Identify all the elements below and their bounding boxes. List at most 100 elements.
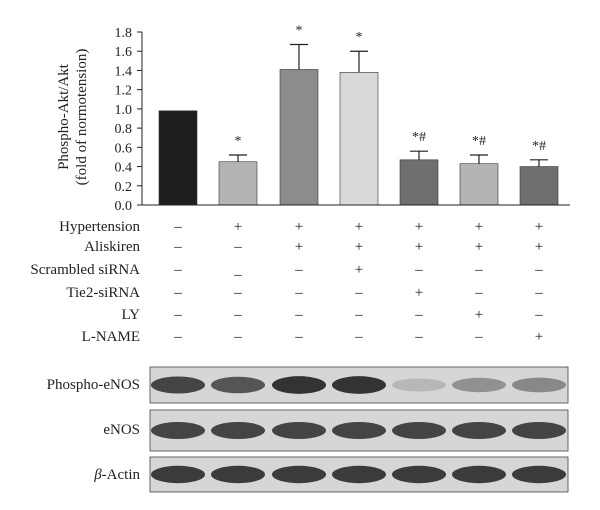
- treatment-mark: –: [474, 329, 483, 345]
- treatment-mark: +: [234, 219, 242, 235]
- treatment-mark: +: [415, 239, 423, 255]
- treatment-mark: –: [414, 307, 423, 323]
- bar: [339, 72, 379, 206]
- blot-band: [272, 465, 326, 484]
- treatment-mark: –: [173, 262, 182, 278]
- treatment-mark: –: [414, 329, 423, 345]
- significance-marker: *#: [472, 134, 486, 149]
- treatment-mark: +: [535, 329, 543, 345]
- y-tick-label: 1.0: [115, 103, 133, 118]
- blot-band: [512, 465, 566, 484]
- treatment-mark: +: [415, 285, 423, 301]
- treatment-mark: –: [534, 285, 543, 301]
- blot-row: eNOS: [103, 409, 569, 452]
- treatment-mark: –: [233, 329, 242, 345]
- significance-marker: *: [296, 23, 303, 38]
- blot-band: [151, 465, 205, 484]
- treatment-mark: –: [354, 285, 363, 301]
- treatment-mark: –: [173, 219, 182, 235]
- treatment-mark: +: [415, 219, 423, 235]
- treatment-mark: +: [355, 239, 363, 255]
- y-tick-label: 0.8: [115, 122, 133, 137]
- blot-band: [392, 421, 446, 440]
- treatment-mark: +: [295, 239, 303, 255]
- blot-band: [392, 465, 446, 484]
- blot-band: [211, 376, 265, 394]
- treatment-label: Scrambled siRNA: [30, 262, 140, 278]
- y-tick-label: 0.2: [115, 180, 133, 195]
- y-axis-ticks: 0.0 0.2 0.4 0.6 0.8 1.0 1.2 1.4 1.6 1.8: [115, 26, 142, 214]
- y-tick-label: 1.6: [115, 45, 133, 60]
- blot-band: [512, 421, 566, 440]
- treatment-label: LY: [122, 307, 141, 323]
- bars: * * * *# *# *#: [158, 23, 559, 206]
- blot-band: [211, 465, 265, 484]
- blot-band: [272, 376, 326, 394]
- treatment-mark: –: [534, 307, 543, 323]
- treatment-mark: +: [475, 239, 483, 255]
- treatment-mark: –: [173, 285, 182, 301]
- y-axis-label: Phospho-Akt/Akt: [56, 63, 72, 170]
- treatment-mark: –: [173, 307, 182, 323]
- treatment-label: Aliskiren: [84, 239, 140, 255]
- treatment-label: L-NAME: [82, 329, 140, 345]
- blot-label: eNOS: [103, 422, 140, 438]
- treatment-label: Tie2-siRNA: [66, 285, 140, 301]
- y-tick-label: 0.4: [115, 161, 133, 176]
- blot-band: [512, 377, 566, 393]
- treatment-mark: –: [534, 262, 543, 278]
- blot-row: β-Actin: [93, 456, 569, 493]
- significance-marker: *: [235, 134, 242, 149]
- y-tick-label: 0.6: [115, 141, 133, 156]
- treatment-mark: –: [354, 307, 363, 323]
- significance-marker: *#: [412, 130, 426, 145]
- bar: [279, 69, 319, 206]
- treatment-mark: +: [535, 219, 543, 235]
- blot-band: [272, 421, 326, 440]
- y-tick-label: 1.4: [115, 64, 133, 79]
- blot-band: [332, 421, 386, 440]
- treatment-mark: –: [233, 239, 242, 255]
- blot-band: [452, 465, 506, 484]
- treatment-mark: –: [414, 262, 423, 278]
- blot-band: [392, 378, 446, 392]
- treatment-mark: –: [474, 262, 483, 278]
- treatment-mark: –: [294, 329, 303, 345]
- bar: [399, 159, 439, 206]
- y-tick-label: 0.0: [115, 199, 133, 214]
- treatment-mark: –: [173, 239, 182, 255]
- blot-label: Phospho-eNOS: [47, 377, 140, 393]
- blot-band: [151, 376, 205, 394]
- treatment-label: Hypertension: [59, 219, 140, 235]
- significance-marker: *: [356, 30, 363, 45]
- treatment-mark: +: [295, 219, 303, 235]
- bar: [158, 110, 198, 206]
- y-axis-label-subtitle: (fold of normotension): [74, 49, 90, 186]
- western-blot-panel: Phospho-eNOS eNOS β-Actin: [47, 366, 569, 493]
- blot-band: [452, 421, 506, 440]
- treatment-mark: –: [233, 307, 242, 323]
- treatment-table: Hypertension – + + + + + + Aliskiren – – + + + + + Scram…: [30, 219, 543, 345]
- bar: [218, 161, 258, 206]
- blot-band: [332, 376, 386, 394]
- blot-band: [211, 421, 265, 440]
- blot-row: Phospho-eNOS: [47, 366, 569, 404]
- blot-band: [332, 465, 386, 484]
- significance-marker: *#: [532, 139, 546, 154]
- treatment-mark: –: [233, 285, 242, 301]
- blot-label: β-Actin: [93, 467, 140, 483]
- treatment-mark: –: [173, 329, 182, 345]
- treatment-mark: +: [475, 219, 483, 235]
- blot-band: [452, 377, 506, 393]
- bar: [519, 166, 559, 206]
- treatment-mark: +: [535, 239, 543, 255]
- treatment-mark: +: [355, 262, 363, 278]
- y-tick-label: 1.8: [115, 26, 133, 41]
- treatment-mark: –: [294, 262, 303, 278]
- treatment-mark: –: [474, 285, 483, 301]
- bar: [459, 163, 499, 206]
- treatment-mark: +: [475, 307, 483, 323]
- bar-chart: Phospho-Akt/Akt (fold of normotension) 0…: [56, 23, 570, 214]
- y-tick-label: 1.2: [115, 84, 133, 99]
